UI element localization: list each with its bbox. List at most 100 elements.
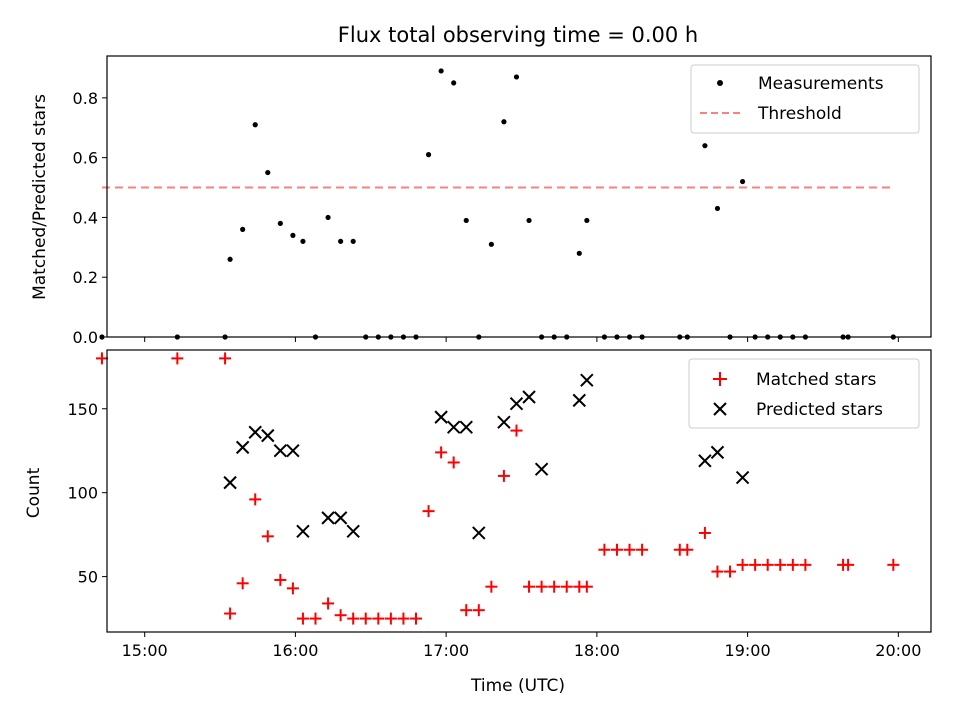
measurement-point	[425, 152, 432, 158]
predicted-star-stroke	[446, 420, 461, 434]
measurement-point	[227, 256, 233, 262]
predicted-star-stroke	[261, 428, 275, 443]
matched-star-point	[372, 612, 385, 625]
bottom-x-axis-label: Time (UTC)	[470, 676, 565, 696]
matched-star-point	[497, 469, 510, 482]
legend-matched-label: Matched stars	[756, 370, 876, 390]
matched-star-point	[636, 543, 649, 556]
matched-star-point	[219, 352, 232, 365]
x-tick-label: 19:00	[725, 641, 771, 660]
predicted-star-stroke	[459, 420, 473, 434]
top-y-tick-label: 0.2	[73, 268, 98, 287]
measurement-point	[325, 214, 331, 221]
top-y-tick-labels: 0.0 0.2 0.4 0.6 0.8	[73, 89, 98, 347]
top-series	[99, 68, 896, 340]
matched-star-point	[761, 558, 774, 571]
legend-matched-marker	[713, 372, 727, 386]
legend-threshold-label: Threshold	[757, 104, 842, 124]
measurement-point	[290, 232, 296, 238]
matched-star-point	[548, 580, 561, 593]
matched-star-point	[580, 580, 593, 593]
measurement-point	[451, 80, 457, 86]
predicted-star-point	[580, 373, 594, 387]
predicted-star-point	[522, 390, 536, 404]
matched-star-point	[447, 456, 460, 469]
predicted-star-stroke	[273, 444, 288, 458]
predicted-star-stroke	[346, 524, 360, 538]
measurement-point	[584, 217, 590, 224]
measurement-point	[702, 143, 708, 149]
matched-star-point	[560, 580, 573, 593]
predicted-star-point	[710, 445, 725, 460]
predicted-star-stroke	[286, 444, 300, 458]
top-legend-box	[690, 64, 920, 134]
predicted-star-stroke	[235, 440, 250, 455]
predicted-star-point	[261, 428, 275, 443]
x-tick-label: 18:00	[574, 641, 620, 660]
predicted-star-point	[346, 524, 360, 538]
matched-star-point	[334, 609, 347, 622]
measurement-point	[438, 68, 444, 74]
matched-star-point	[485, 580, 498, 593]
matched-star-point	[171, 352, 184, 365]
top-panel: Flux total observing time = 0.00 h 0.00.…	[30, 23, 932, 347]
matched-star-point	[774, 558, 787, 571]
predicted-star-stroke	[580, 373, 594, 387]
predicted-star-stroke	[710, 445, 725, 460]
measurement-point	[338, 238, 344, 244]
predicted-star-point	[434, 410, 448, 424]
measurement-point	[240, 226, 246, 232]
predicted-star-point	[497, 415, 511, 429]
matched-star-point	[435, 446, 448, 459]
x-tick-label: 16:00	[272, 641, 318, 660]
top-axes-frame	[106, 55, 932, 338]
matched-star-point	[359, 612, 372, 625]
predicted-star-stroke	[321, 511, 335, 525]
predicted-star-stroke	[497, 415, 511, 429]
predicted-star-point	[333, 511, 348, 525]
top-y-tick-label: 0.4	[73, 208, 98, 227]
measurement-point	[488, 241, 494, 247]
matched-star-point	[842, 558, 855, 571]
matched-star-point	[296, 612, 309, 625]
legend-measurements-label: Measurements	[758, 74, 884, 94]
matched-star-point	[786, 558, 799, 571]
bottom-y-tick-label: 150	[67, 400, 98, 419]
bottom-x-tick-labels: 15:00 16:00 17:00 18:00 19:00 20:00	[122, 641, 922, 660]
matched-star-point	[510, 424, 523, 437]
predicted-star-stroke	[735, 470, 750, 485]
predicted-star-point	[459, 420, 473, 434]
predicted-star-stroke	[472, 526, 486, 540]
predicted-star-point	[235, 440, 250, 455]
matched-star-point	[711, 565, 724, 578]
measurement-point	[526, 217, 532, 224]
matched-star-point	[249, 493, 262, 506]
matched-star-point	[261, 530, 274, 543]
predicted-star-stroke	[223, 475, 237, 490]
x-tick-label: 17:00	[423, 641, 469, 660]
predicted-star-point	[296, 524, 310, 538]
predicted-star-point	[286, 444, 300, 458]
measurement-point	[277, 220, 283, 227]
matched-star-point	[410, 612, 422, 625]
matched-star-point	[347, 612, 360, 625]
matched-star-point	[523, 580, 536, 593]
measurement-point	[300, 238, 306, 244]
matched-star-point	[236, 577, 249, 590]
measurement-point	[252, 122, 258, 128]
matched-star-point	[309, 612, 322, 625]
matched-star-point	[322, 597, 335, 610]
matched-star-point	[224, 607, 237, 620]
predicted-star-stroke	[522, 390, 536, 404]
legend-predicted-label: Predicted stars	[756, 400, 883, 420]
bottom-tick-marks	[102, 408, 899, 637]
measurement-point	[463, 217, 469, 224]
matched-star-point	[422, 505, 435, 518]
predicted-star-stroke	[434, 410, 448, 424]
predicted-star-point	[446, 420, 461, 434]
matched-star-point	[724, 565, 737, 578]
measurement-point	[99, 334, 105, 340]
top-y-axis-label: Matched/Predicted stars	[30, 94, 50, 300]
